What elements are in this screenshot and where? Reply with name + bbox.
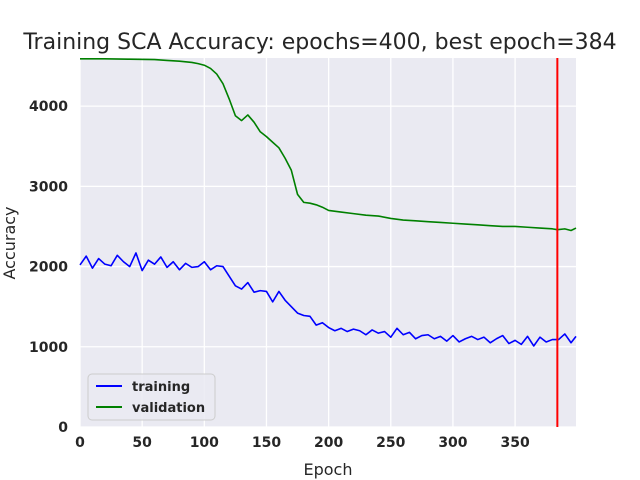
series-layer (79, 57, 577, 347)
gridlines (79, 58, 576, 428)
y-tick-label: 4000 (29, 99, 68, 115)
x-axis-label: Epoch (304, 460, 353, 479)
x-tick-label: 150 (252, 435, 281, 451)
x-tick-label: 350 (500, 435, 529, 451)
chart-title: Training SCA Accuracy: epochs=400, best … (22, 30, 616, 55)
y-tick-label: 1000 (29, 340, 68, 356)
y-tick-labels: 0 1000 2000 3000 4000 (29, 99, 68, 436)
y-tick-label: 3000 (29, 179, 68, 195)
series-line-validation (80, 57, 577, 232)
x-tick-label: 100 (190, 435, 219, 451)
x-tick-label: 0 (75, 435, 85, 451)
x-tick-label: 50 (132, 435, 152, 451)
legend-label-validation: validation (132, 401, 205, 416)
y-tick-label: 0 (58, 420, 68, 436)
x-tick-label: 300 (438, 435, 467, 451)
x-tick-label: 200 (314, 435, 343, 451)
y-axis-label: Accuracy (0, 206, 19, 279)
x-tick-label: 250 (376, 435, 405, 451)
legend: training validation (87, 373, 216, 421)
series-line-training (79, 252, 577, 347)
y-tick-label: 2000 (29, 260, 68, 276)
legend-label-training: training (132, 380, 190, 395)
x-tick-labels: 0 50 100 150 200 250 300 350 (75, 435, 530, 451)
